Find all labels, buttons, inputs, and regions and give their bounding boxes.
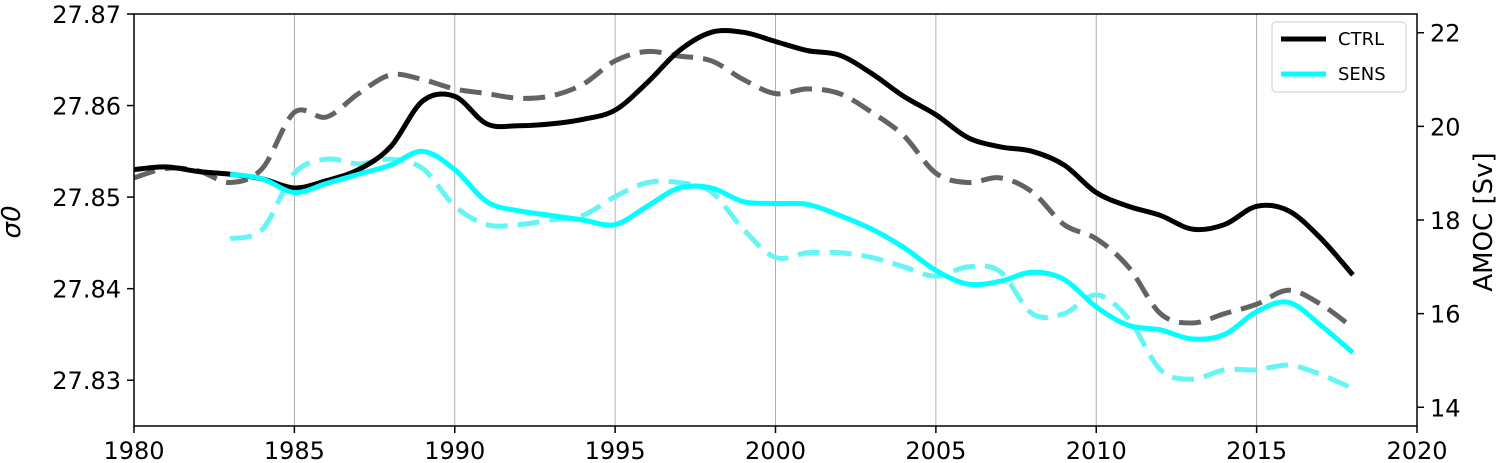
y-right-tick-label-22: 22	[1430, 20, 1461, 48]
x-tick-label-2000: 2000	[745, 437, 806, 463]
series-layer	[133, 28, 1355, 391]
x-tick-label-2005: 2005	[905, 437, 966, 463]
x-tick-label-2010: 2010	[1066, 437, 1127, 463]
y-left-tick-label-27.87: 27.87	[52, 1, 121, 29]
x-tick-label-2015: 2015	[1226, 437, 1287, 463]
x-tick-label-1980: 1980	[103, 437, 164, 463]
y-right-tick-label-14: 14	[1430, 394, 1461, 422]
y-right-tick-label-20: 20	[1430, 113, 1461, 141]
y-left-tick-label-27.85: 27.85	[52, 184, 121, 212]
grid	[293, 14, 1258, 426]
legend-label-ctrl: CTRL	[1338, 29, 1384, 50]
x-tick-label-1985: 1985	[264, 437, 325, 463]
y-right-tick-label-16: 16	[1430, 301, 1461, 329]
series-ctrl-amoc	[133, 48, 1355, 330]
y-left-tick-label-27.84: 27.84	[52, 276, 121, 304]
series-sens-sigma	[229, 148, 1355, 355]
y-axis-right: 14 16 18 20 22	[1417, 20, 1461, 422]
series-ctrl-sigma	[133, 28, 1355, 277]
series-sens-amoc	[229, 156, 1354, 391]
y-axis-left-label: σ0	[0, 205, 27, 238]
y-left-tick-label-27.83: 27.83	[52, 367, 121, 395]
legend-label-sens: SENS	[1338, 64, 1386, 85]
y-axis-left: 27.83 27.84 27.85 27.86 27.87	[52, 1, 134, 395]
y-left-tick-label-27.86: 27.86	[52, 93, 121, 121]
x-axis: 1980 1985 1990 1995 2000 2005 2010 2015 2020	[103, 426, 1448, 463]
x-tick-label-1995: 1995	[585, 437, 646, 463]
x-tick-label-1990: 1990	[424, 437, 485, 463]
y-axis-right-label: AMOC [Sv]	[1469, 152, 1499, 291]
x-tick-label-2020: 2020	[1386, 437, 1447, 463]
y-right-tick-label-18: 18	[1430, 207, 1461, 235]
legend: CTRL SENS	[1271, 21, 1407, 93]
